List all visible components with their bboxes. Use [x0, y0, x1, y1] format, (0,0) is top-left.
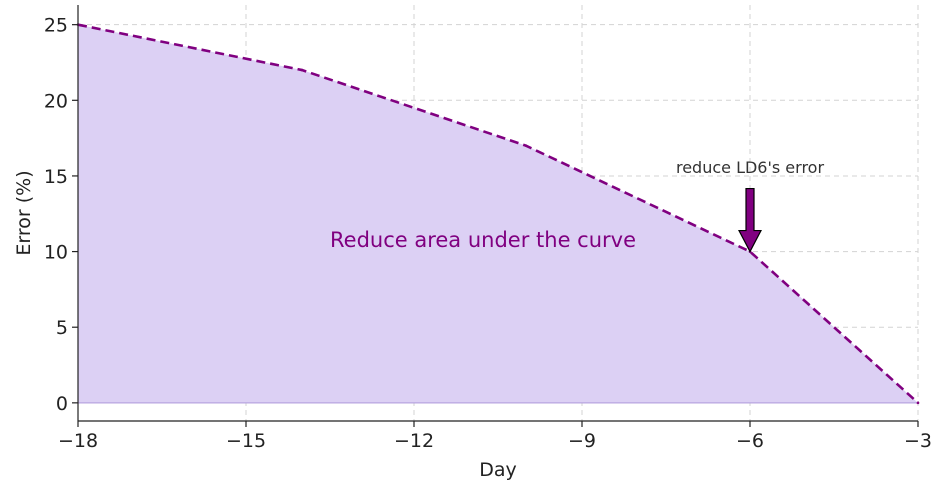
x-axis-label: Day	[479, 459, 517, 481]
y-tick-label: 15	[44, 166, 68, 188]
data-point	[300, 68, 304, 72]
x-tick-label: −15	[226, 430, 266, 452]
y-axis-label: Error (%)	[13, 170, 35, 255]
x-tick-label: −9	[568, 430, 596, 452]
area-annotation: Reduce area under the curve	[330, 228, 636, 252]
area-fill-layer	[76, 23, 920, 405]
x-tick-label: −12	[394, 430, 434, 452]
data-point	[916, 401, 920, 405]
arrow-annotation-text: reduce LD6's error	[676, 158, 824, 177]
y-tick-label: 10	[44, 242, 68, 264]
y-tick-label: 20	[44, 90, 68, 112]
annotation-arrow	[738, 187, 762, 253]
x-tick-label: −6	[736, 430, 764, 452]
x-tick-label: −18	[58, 430, 98, 452]
axes	[77, 5, 918, 422]
y-tick-label: 25	[44, 15, 68, 37]
data-point	[524, 144, 528, 147]
area-fill	[78, 24, 918, 403]
y-tick-label: 5	[56, 317, 68, 339]
y-tick-label: 0	[56, 393, 68, 415]
x-tick-label: −3	[904, 430, 932, 452]
ticks: −18 −15 −12 −9 −6 −3 0 5 10 15 20 25	[44, 15, 932, 452]
annotations: Reduce area under the curve reduce LD6's …	[330, 158, 824, 253]
